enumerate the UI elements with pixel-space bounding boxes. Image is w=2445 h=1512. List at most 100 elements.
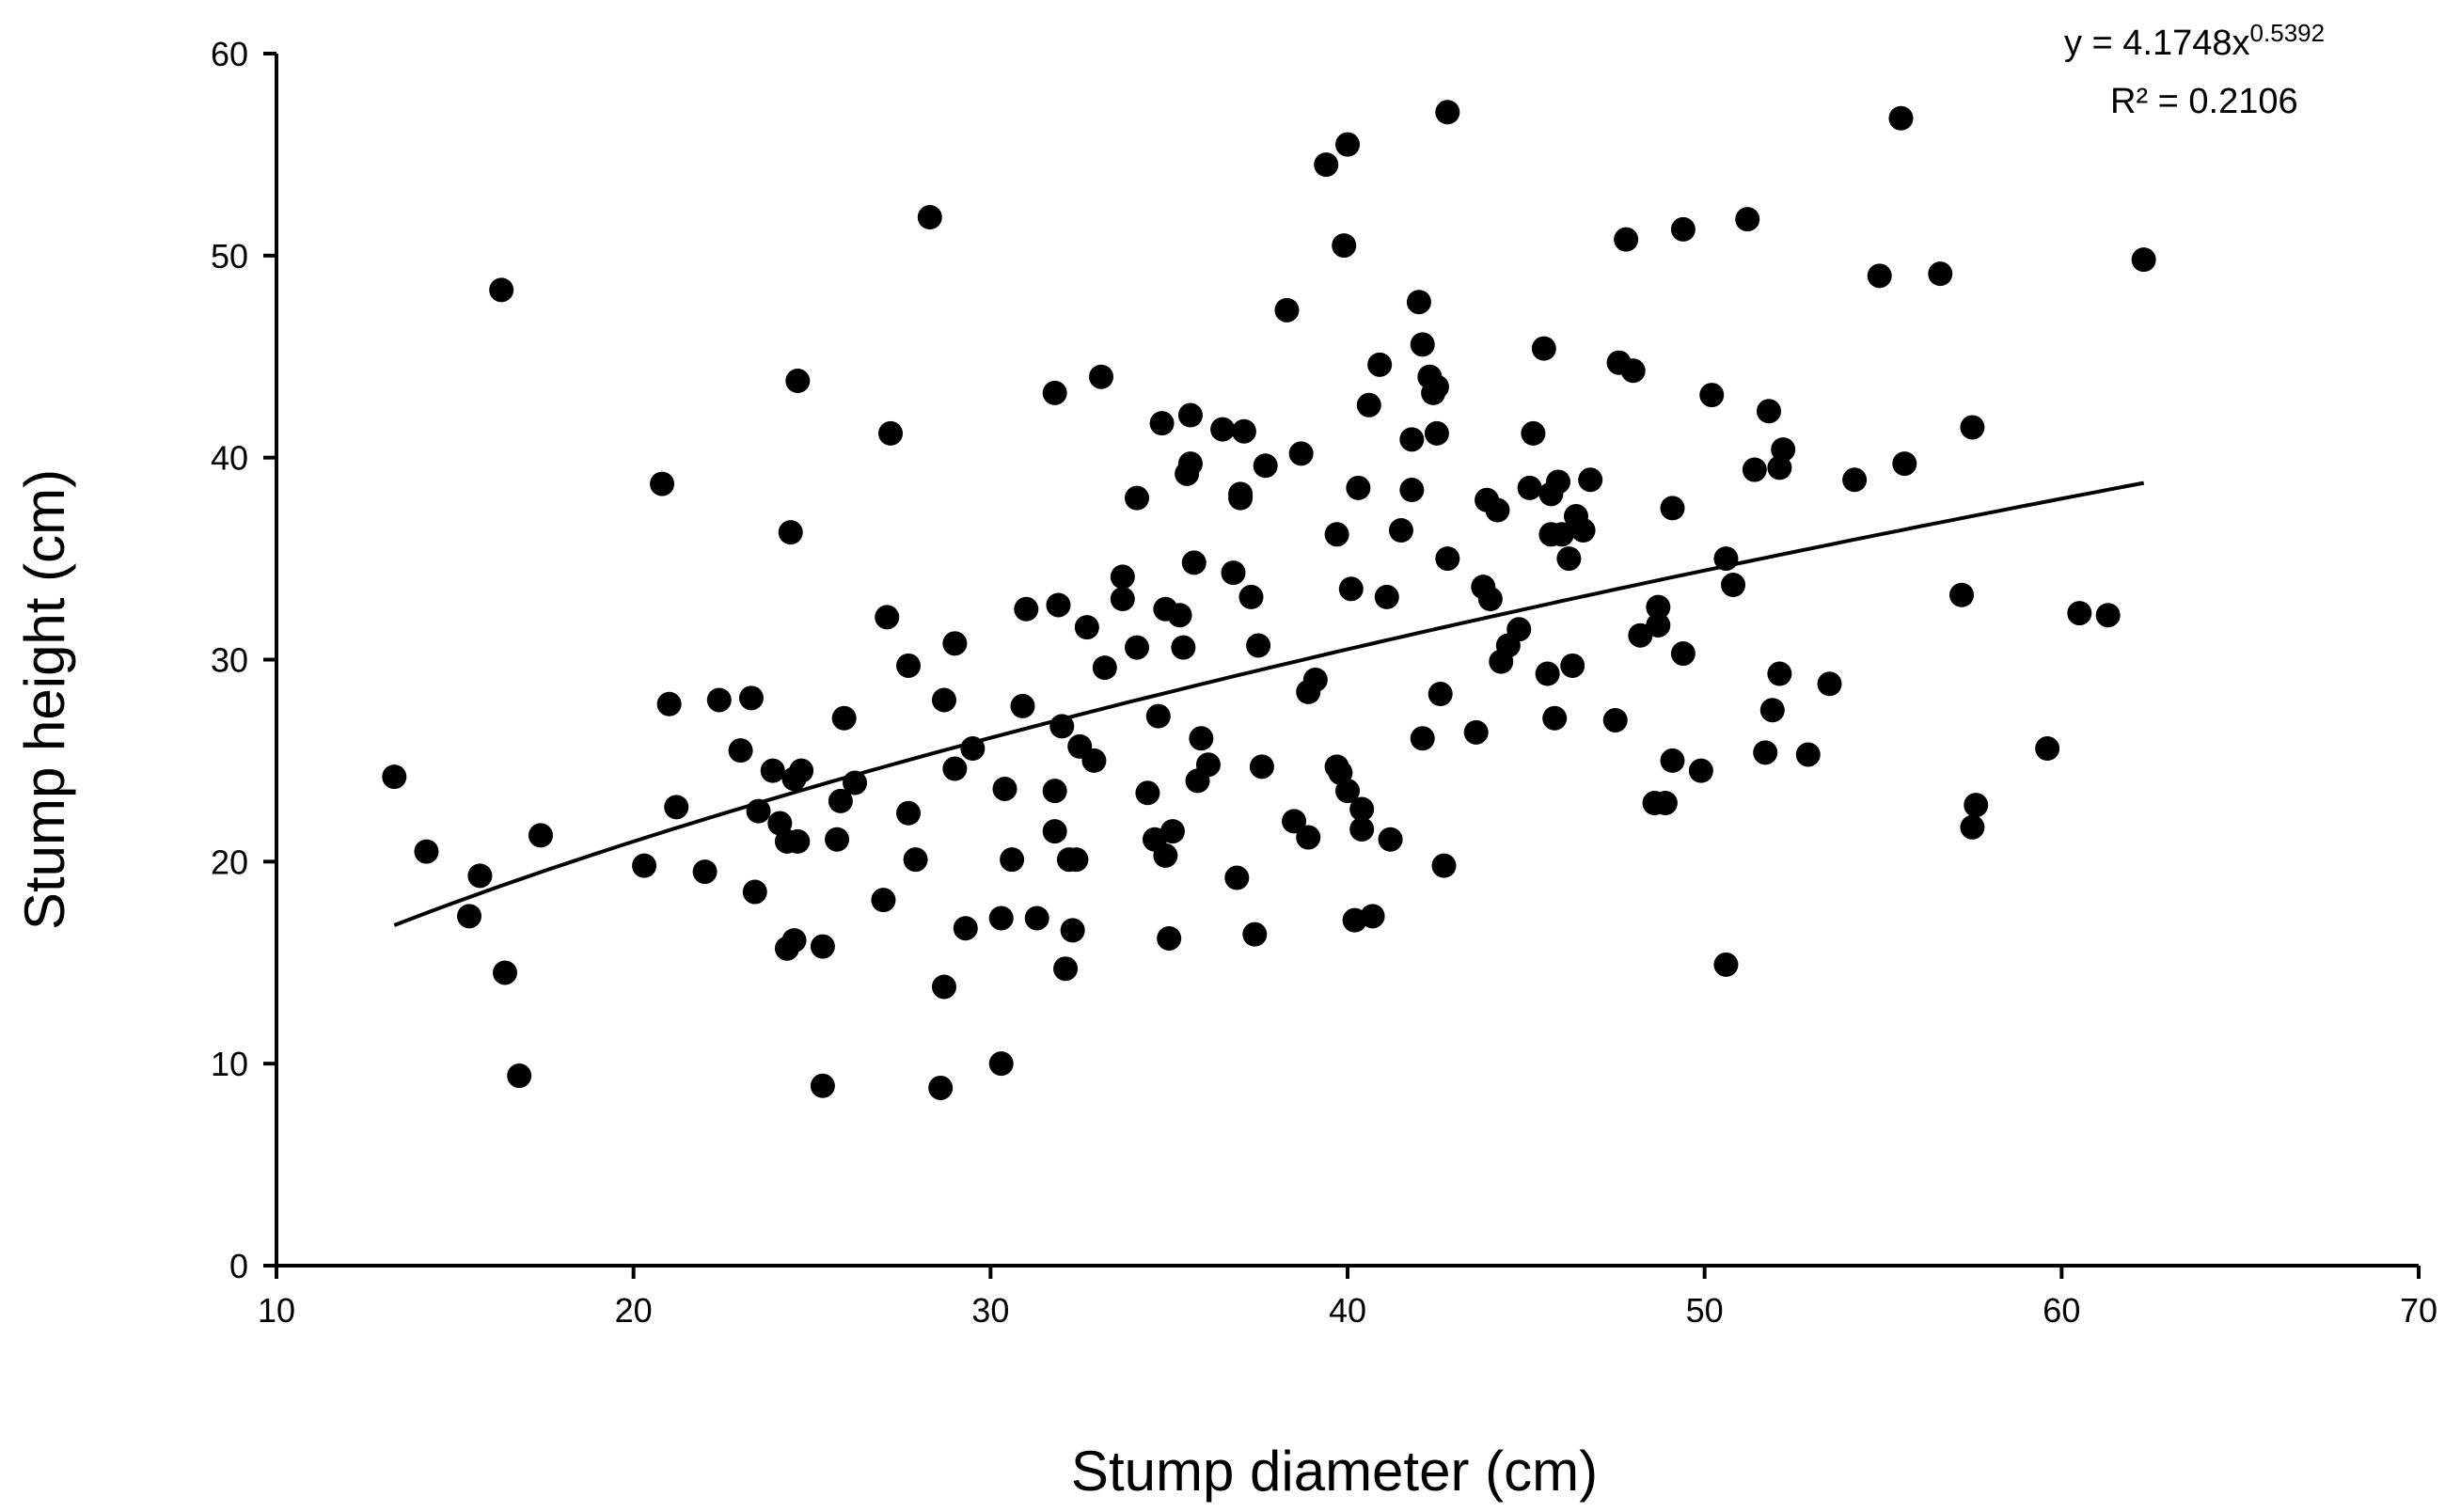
data-point	[1335, 132, 1360, 157]
data-point	[1928, 261, 1953, 287]
data-point	[1000, 847, 1025, 873]
data-point	[1089, 364, 1114, 389]
data-point	[1181, 550, 1207, 575]
data-point	[1767, 661, 1792, 686]
data-point	[931, 687, 956, 713]
data-point	[1231, 418, 1256, 444]
data-point	[706, 687, 732, 713]
data-point	[1246, 633, 1271, 658]
data-point	[1771, 437, 1796, 463]
data-point	[1157, 925, 1182, 951]
data-point	[1332, 233, 1357, 259]
data-point	[810, 1073, 835, 1098]
data-point	[1238, 584, 1264, 609]
data-point	[942, 756, 968, 781]
data-point	[942, 631, 968, 656]
data-point	[1110, 587, 1135, 612]
data-point	[1399, 427, 1425, 452]
data-point	[632, 853, 657, 878]
data-point	[1614, 227, 1639, 252]
data-point	[1177, 402, 1203, 428]
data-point	[1960, 814, 1985, 840]
data-point	[1688, 758, 1713, 783]
data-point	[875, 605, 900, 630]
data-point	[1010, 693, 1035, 718]
data-point	[1177, 451, 1203, 477]
x-axis-title: Stump diameter (cm)	[1071, 1440, 1598, 1503]
data-point	[1795, 742, 1821, 767]
data-point	[953, 916, 978, 941]
data-point	[1570, 518, 1596, 543]
y-axis: 0 10 20 30 40 50 60	[211, 35, 278, 1285]
data-point	[1274, 297, 1300, 323]
x-tick-label: 20	[615, 1291, 653, 1330]
data-point	[928, 1075, 954, 1100]
data-point	[1296, 825, 1321, 850]
data-point	[828, 788, 853, 813]
data-point	[1135, 780, 1160, 806]
data-point	[1349, 816, 1375, 842]
data-point	[1324, 522, 1349, 547]
trendline-equation-exponent: 0.5392	[2250, 19, 2326, 47]
data-point	[1535, 661, 1560, 686]
data-point	[1531, 336, 1556, 361]
data-point	[1064, 847, 1089, 873]
data-point	[1046, 592, 1071, 618]
data-point	[1367, 352, 1393, 377]
data-point	[931, 974, 956, 1000]
data-point	[492, 960, 517, 985]
data-point	[507, 1063, 532, 1089]
data-point	[1578, 467, 1603, 493]
data-point	[1249, 754, 1274, 780]
data-point	[1195, 752, 1221, 778]
data-point	[1428, 682, 1453, 707]
data-point	[760, 758, 785, 783]
y-tick-label: 60	[211, 35, 248, 73]
y-tick-label: 40	[211, 439, 248, 478]
data-point	[742, 879, 767, 905]
data-point	[1435, 100, 1460, 125]
data-point	[1124, 635, 1149, 660]
y-tick-label: 30	[211, 641, 248, 680]
data-point	[831, 705, 857, 731]
data-point	[781, 928, 807, 953]
data-point	[1189, 726, 1214, 751]
data-point	[1356, 392, 1381, 417]
data-point	[1171, 635, 1196, 660]
data-point	[1867, 263, 1892, 289]
data-point	[988, 906, 1014, 931]
data-point	[1314, 152, 1339, 178]
trendline-equation: y = 4.1748x0.5392	[2064, 19, 2325, 63]
data-point	[1042, 779, 1067, 804]
x-tick-label: 60	[2043, 1291, 2080, 1330]
y-ticks: 0 10 20 30 40 50 60	[211, 35, 276, 1285]
data-point	[2131, 247, 2156, 273]
y-tick-label: 10	[211, 1045, 248, 1083]
data-point	[1888, 105, 1914, 131]
data-point	[1228, 481, 1254, 507]
data-point	[1153, 843, 1178, 868]
data-point	[1713, 952, 1739, 977]
data-point	[1646, 594, 1671, 620]
data-point	[825, 827, 850, 852]
data-point	[988, 1051, 1014, 1077]
data-point	[1463, 719, 1489, 745]
r-squared-label: R² = 0.2106	[2110, 82, 2298, 121]
data-point	[1521, 420, 1546, 446]
data-point	[1742, 457, 1767, 482]
data-point	[1960, 415, 1985, 440]
data-point	[778, 520, 803, 545]
y-tick-label: 20	[211, 843, 248, 881]
data-point	[1424, 420, 1449, 446]
data-point	[1338, 576, 1364, 602]
data-point	[1670, 641, 1696, 667]
data-point	[1620, 358, 1646, 384]
data-point	[1556, 546, 1582, 572]
data-point	[1092, 655, 1117, 681]
data-point	[1335, 779, 1360, 804]
data-point	[738, 685, 764, 711]
data-point	[2035, 736, 2060, 762]
data-point	[1302, 667, 1328, 692]
data-point	[1542, 705, 1568, 731]
data-point	[789, 758, 814, 783]
